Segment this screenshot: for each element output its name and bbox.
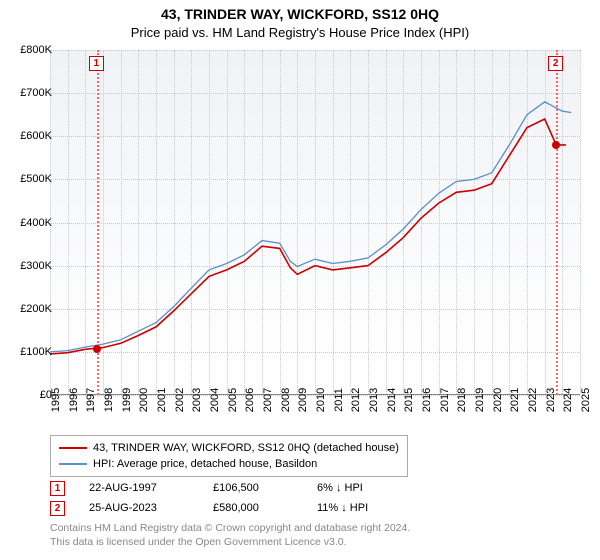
- marker-badge: 2: [548, 56, 563, 71]
- x-axis-label: 2019: [474, 388, 486, 412]
- x-axis-label: 1997: [85, 388, 97, 412]
- x-axis-label: 1999: [121, 388, 133, 412]
- x-axis-label: 2023: [545, 388, 557, 412]
- data-table: 1 22-AUG-1997 £106,500 6% ↓ HPI 2 25-AUG-2023…: [50, 478, 368, 518]
- x-axis-label: 2018: [456, 388, 468, 412]
- data-price: £580,000: [213, 502, 293, 514]
- y-axis-label: £700K: [20, 87, 52, 99]
- x-axis-label: 2024: [562, 388, 574, 412]
- x-axis-label: 2005: [227, 388, 239, 412]
- series-line: [50, 119, 566, 354]
- marker-line: [97, 50, 99, 395]
- x-axis-label: 2007: [262, 388, 274, 412]
- x-axis-label: 2009: [297, 388, 309, 412]
- x-axis-label: 2017: [439, 388, 451, 412]
- y-axis-label: £200K: [20, 303, 52, 315]
- marker-badge: 1: [50, 481, 65, 496]
- data-date: 22-AUG-1997: [89, 482, 189, 494]
- y-axis-label: £300K: [20, 260, 52, 272]
- x-axis-label: 2025: [580, 388, 592, 412]
- marker-badge: 2: [50, 501, 65, 516]
- x-axis-label: 2006: [244, 388, 256, 412]
- x-axis-label: 2022: [527, 388, 539, 412]
- y-axis-label: £100K: [20, 346, 52, 358]
- x-axis-label: 2020: [492, 388, 504, 412]
- y-axis-label: £400K: [20, 217, 52, 229]
- x-axis-label: 1995: [50, 388, 62, 412]
- legend-swatch: [59, 447, 87, 449]
- data-date: 25-AUG-2023: [89, 502, 189, 514]
- legend-swatch: [59, 463, 87, 465]
- legend-label: 43, TRINDER WAY, WICKFORD, SS12 0HQ (det…: [93, 440, 399, 456]
- x-axis-label: 2021: [509, 388, 521, 412]
- x-axis-label: 2014: [386, 388, 398, 412]
- x-axis-label: 2000: [138, 388, 150, 412]
- x-axis-label: 2003: [191, 388, 203, 412]
- y-axis-label: £800K: [20, 44, 52, 56]
- data-point: [93, 345, 101, 353]
- marker-badge: 1: [89, 56, 104, 71]
- x-axis-label: 2008: [280, 388, 292, 412]
- data-delta: 11% ↓ HPI: [317, 502, 368, 514]
- x-axis-label: 2016: [421, 388, 433, 412]
- x-axis-label: 2013: [368, 388, 380, 412]
- x-axis-label: 2011: [333, 388, 345, 412]
- x-axis-label: 2015: [403, 388, 415, 412]
- x-axis-label: 2001: [156, 388, 168, 412]
- legend-row: 43, TRINDER WAY, WICKFORD, SS12 0HQ (det…: [59, 440, 399, 456]
- x-axis-label: 1998: [103, 388, 115, 412]
- data-price: £106,500: [213, 482, 293, 494]
- series-line: [50, 102, 571, 352]
- y-axis-label: £500K: [20, 173, 52, 185]
- x-axis-label: 2012: [350, 388, 362, 412]
- data-row: 2 25-AUG-2023 £580,000 11% ↓ HPI: [50, 498, 368, 518]
- data-delta: 6% ↓ HPI: [317, 482, 363, 494]
- footer-line: Contains HM Land Registry data © Crown c…: [50, 522, 410, 536]
- data-row: 1 22-AUG-1997 £106,500 6% ↓ HPI: [50, 478, 368, 498]
- x-axis-label: 2002: [174, 388, 186, 412]
- x-axis-label: 2004: [209, 388, 221, 412]
- page-title: 43, TRINDER WAY, WICKFORD, SS12 0HQ: [0, 0, 600, 22]
- grid-line-v: [580, 50, 581, 394]
- footer-line: This data is licensed under the Open Gov…: [50, 536, 410, 550]
- legend-row: HPI: Average price, detached house, Basi…: [59, 456, 399, 472]
- page-subtitle: Price paid vs. HM Land Registry's House …: [0, 22, 600, 46]
- legend: 43, TRINDER WAY, WICKFORD, SS12 0HQ (det…: [50, 435, 408, 477]
- y-axis-label: £600K: [20, 130, 52, 142]
- x-axis-label: 1996: [68, 388, 80, 412]
- footer-attribution: Contains HM Land Registry data © Crown c…: [50, 522, 410, 549]
- chart-lines-svg: [50, 50, 580, 395]
- data-point: [552, 141, 560, 149]
- x-axis-label: 2010: [315, 388, 327, 412]
- marker-line: [556, 50, 558, 395]
- legend-label: HPI: Average price, detached house, Basi…: [93, 456, 317, 472]
